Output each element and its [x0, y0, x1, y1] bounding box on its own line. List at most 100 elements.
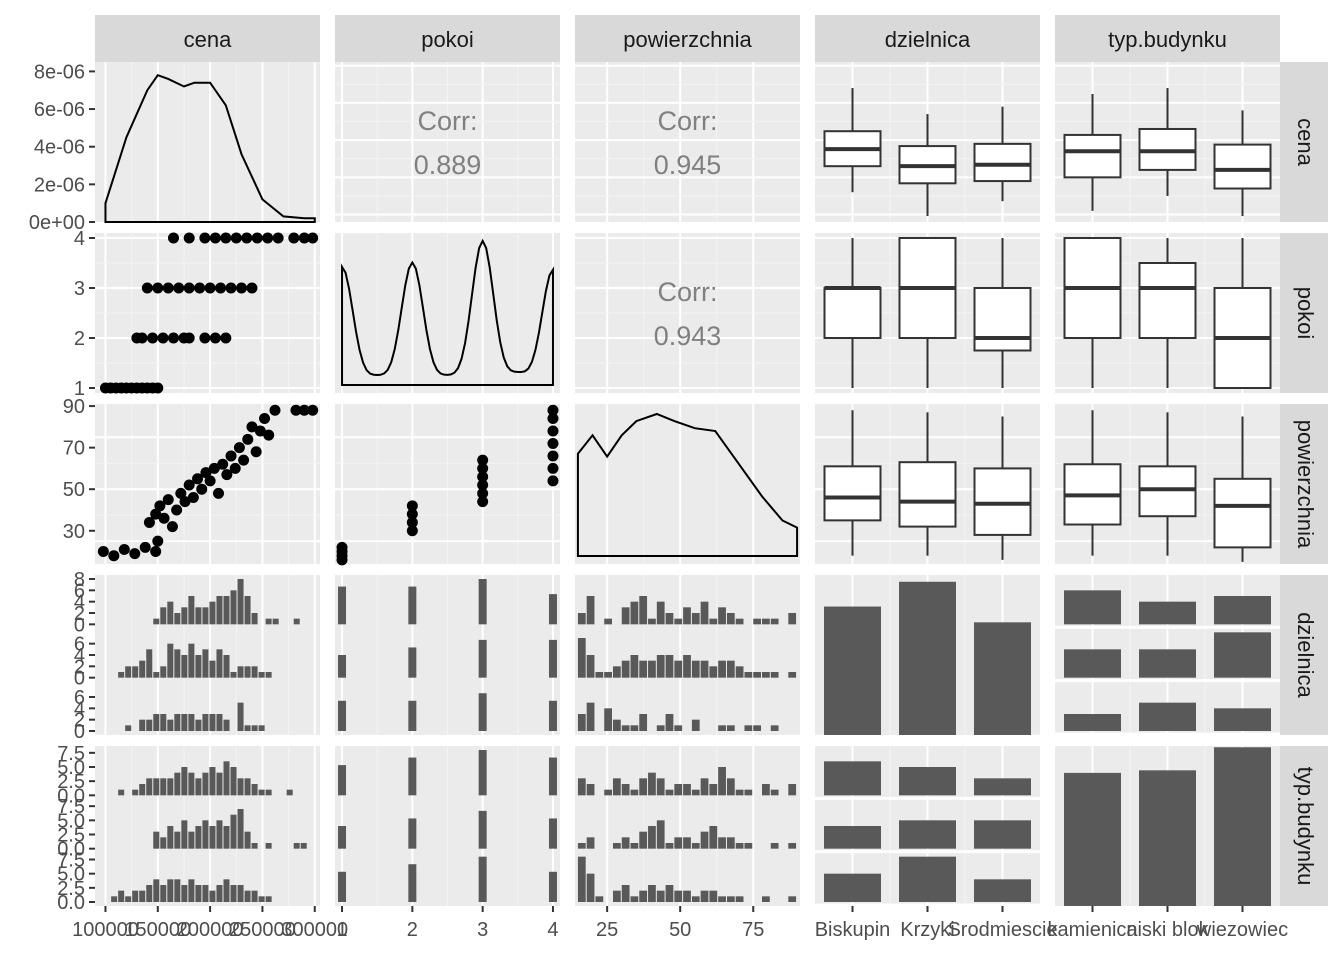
histogram-bar — [770, 618, 779, 625]
histogram-bar — [753, 672, 762, 678]
scatter-point — [547, 413, 559, 425]
histogram-bar — [230, 814, 237, 849]
histogram-bar — [188, 714, 195, 731]
histogram-bar — [478, 639, 487, 678]
histogram-bar — [648, 826, 656, 849]
scatter-point — [259, 413, 271, 425]
scatter-point — [547, 475, 559, 487]
histogram-bar — [181, 767, 188, 796]
histogram-bar — [160, 607, 167, 625]
scatter-point — [136, 332, 148, 344]
strip-right-dzielnica — [1280, 575, 1328, 735]
y-tick-label: 2.5 — [57, 771, 85, 793]
histogram-bar — [181, 885, 188, 902]
histogram-bar — [223, 655, 230, 678]
histogram-bar — [788, 672, 797, 678]
scatter-point — [175, 487, 187, 499]
scatter-point — [547, 462, 559, 474]
histogram-bar — [718, 725, 726, 731]
histogram-bar — [265, 789, 272, 796]
histogram-bar — [770, 672, 779, 678]
histogram-bar — [251, 890, 258, 902]
histogram-bar — [216, 820, 223, 849]
histogram-bar — [153, 831, 160, 849]
histogram-bar — [408, 586, 417, 625]
histogram-bar — [726, 837, 735, 849]
histogram-bar — [630, 601, 639, 625]
histogram-bar — [788, 843, 797, 849]
histogram-bar — [595, 672, 604, 678]
histogram-bar — [174, 879, 181, 902]
histogram-bar — [639, 660, 648, 678]
histogram-bar — [160, 837, 167, 849]
y-tick-label: 0 — [74, 614, 85, 636]
scatter-point — [230, 232, 242, 244]
facet-bar — [1139, 702, 1196, 731]
facet-bar — [899, 767, 956, 796]
histogram-bar — [408, 757, 417, 796]
histogram-bar — [586, 655, 595, 678]
scatter-point — [152, 382, 164, 394]
strip-right-typ.budynku — [1280, 746, 1328, 906]
histogram-bar — [160, 666, 167, 678]
scatter-point — [406, 500, 418, 512]
y-tick-label: 50 — [63, 479, 85, 501]
histogram-bar — [265, 843, 272, 849]
scatter-point — [183, 332, 195, 344]
boxplot-box — [973, 287, 1032, 352]
histogram-bar — [762, 784, 770, 796]
x-tick-label: 150000 — [124, 919, 191, 941]
histogram-bar — [577, 778, 586, 796]
y-tick-label: 2 — [74, 603, 85, 625]
histogram-bar — [408, 864, 417, 902]
x-tick-label: 300000 — [281, 919, 348, 941]
scatter-point — [139, 541, 151, 553]
y-tick-label: 8e-06 — [34, 61, 85, 83]
histogram-bar — [237, 885, 244, 902]
y-tick-label: 0.0 — [57, 785, 85, 807]
histogram-bar — [788, 784, 797, 796]
y-tick-label: 2.5 — [57, 825, 85, 847]
x-tick-label: Biskupin — [815, 919, 891, 941]
histogram-bar — [174, 649, 181, 678]
histogram-bar — [237, 809, 244, 849]
histogram-bar — [691, 660, 700, 678]
facet-bar — [899, 856, 956, 902]
scatter-point — [307, 404, 319, 416]
histogram-bar — [709, 826, 718, 849]
histogram-bar — [691, 719, 700, 731]
histogram-bar — [125, 666, 132, 678]
scatter-point — [141, 282, 153, 294]
histogram-bar — [674, 660, 683, 678]
histogram-bar — [762, 672, 770, 678]
histogram-bar — [174, 613, 181, 625]
scatter-point — [477, 487, 489, 499]
histogram-bar — [577, 638, 586, 678]
histogram-bar — [230, 885, 237, 902]
histogram-bar — [167, 778, 174, 796]
histogram-bar — [118, 672, 125, 678]
histogram-bar — [648, 772, 656, 796]
x-tick-label: 1 — [336, 919, 347, 941]
correlation-label: Corr: — [418, 106, 478, 136]
histogram-bar — [735, 789, 744, 796]
histogram-bar — [700, 660, 709, 678]
boxplot-box — [1138, 465, 1197, 518]
histogram-bar — [230, 590, 237, 625]
scatter-point — [272, 232, 284, 244]
scatter-point — [187, 492, 199, 504]
histogram-bar — [718, 660, 726, 678]
y-tick-label: 2 — [74, 656, 85, 678]
scatter-point — [246, 421, 258, 433]
boxplot-box — [1213, 143, 1272, 190]
histogram-bar — [223, 879, 230, 902]
scatter-point — [254, 425, 266, 437]
histogram-bar — [726, 778, 735, 796]
histogram-bar — [251, 613, 258, 625]
panel-background — [95, 62, 320, 222]
histogram-bar — [223, 596, 230, 625]
y-tick-label: 1 — [74, 378, 85, 400]
y-tick-label: 2 — [74, 710, 85, 732]
boxplot-box — [823, 465, 882, 522]
histogram-bar — [726, 896, 735, 902]
